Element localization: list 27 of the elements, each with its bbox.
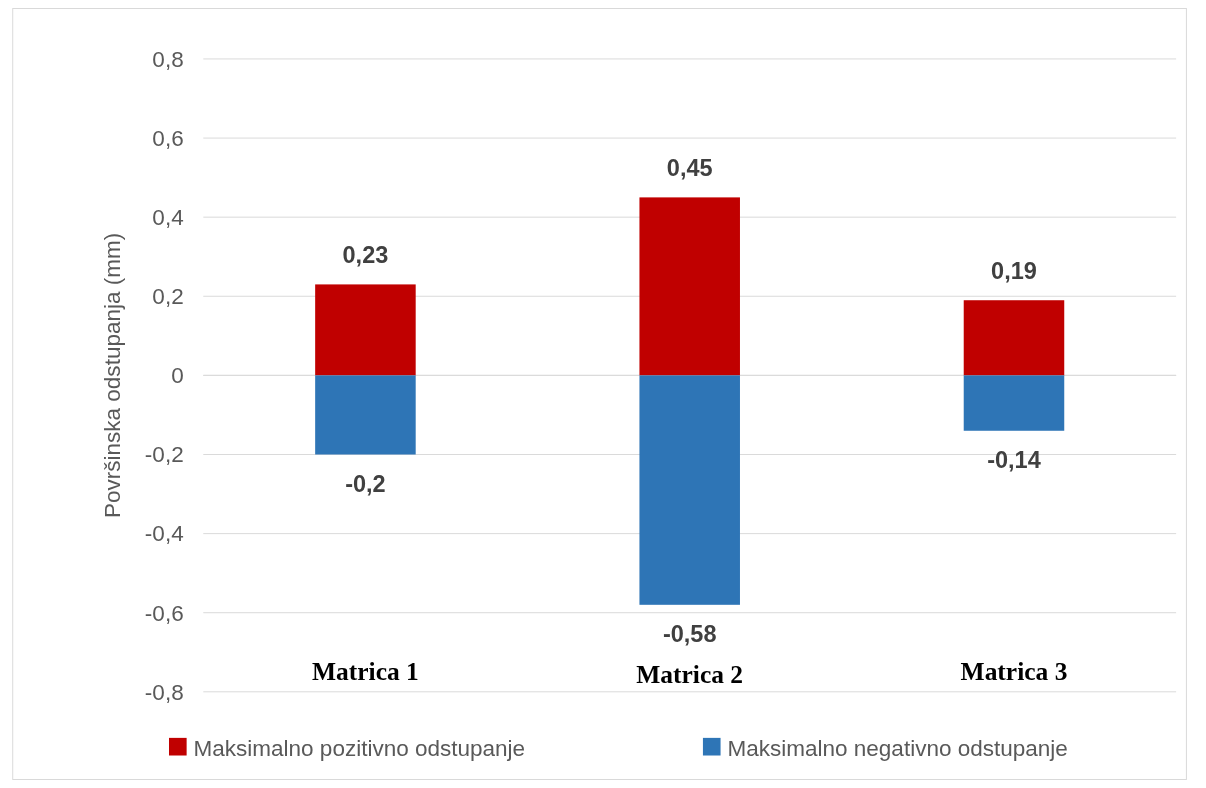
data-label: -0,14 xyxy=(987,446,1041,473)
bar xyxy=(963,300,1065,376)
x-tick-label: Matrica 3 xyxy=(960,657,1068,687)
bar xyxy=(315,284,416,376)
data-label: 0,45 xyxy=(666,154,713,181)
y-tick-label: 0,4 xyxy=(152,205,184,230)
y-tick-label: -0,2 xyxy=(144,442,184,468)
legend-label: Maksimalno pozitivno odstupanje xyxy=(193,735,526,761)
bar xyxy=(639,197,740,376)
data-label: 0,23 xyxy=(342,241,389,268)
y-tick-label: 0,8 xyxy=(152,46,184,72)
data-label: -0,58 xyxy=(662,621,717,648)
y-tick-label: 0 xyxy=(171,363,184,389)
data-label: -0,2 xyxy=(345,470,386,497)
y-tick-label: -0,8 xyxy=(144,679,184,705)
x-tick-label: Matrica 1 xyxy=(312,657,419,687)
bar xyxy=(315,375,416,455)
y-axis-title: Površinska odstupanja (mm) xyxy=(100,232,126,519)
legend-label: Maksimalno negativno odstupanje xyxy=(727,735,1068,761)
y-tick-label: -0,6 xyxy=(144,600,184,626)
bar xyxy=(963,375,1065,431)
x-tick-label: Matrica 2 xyxy=(636,660,744,690)
y-tick-label: 0,6 xyxy=(152,125,184,151)
y-tick-label: -0,4 xyxy=(144,521,184,547)
y-tick-label: 0,2 xyxy=(152,284,184,310)
bar xyxy=(639,375,740,605)
data-label: 0,19 xyxy=(991,257,1037,284)
